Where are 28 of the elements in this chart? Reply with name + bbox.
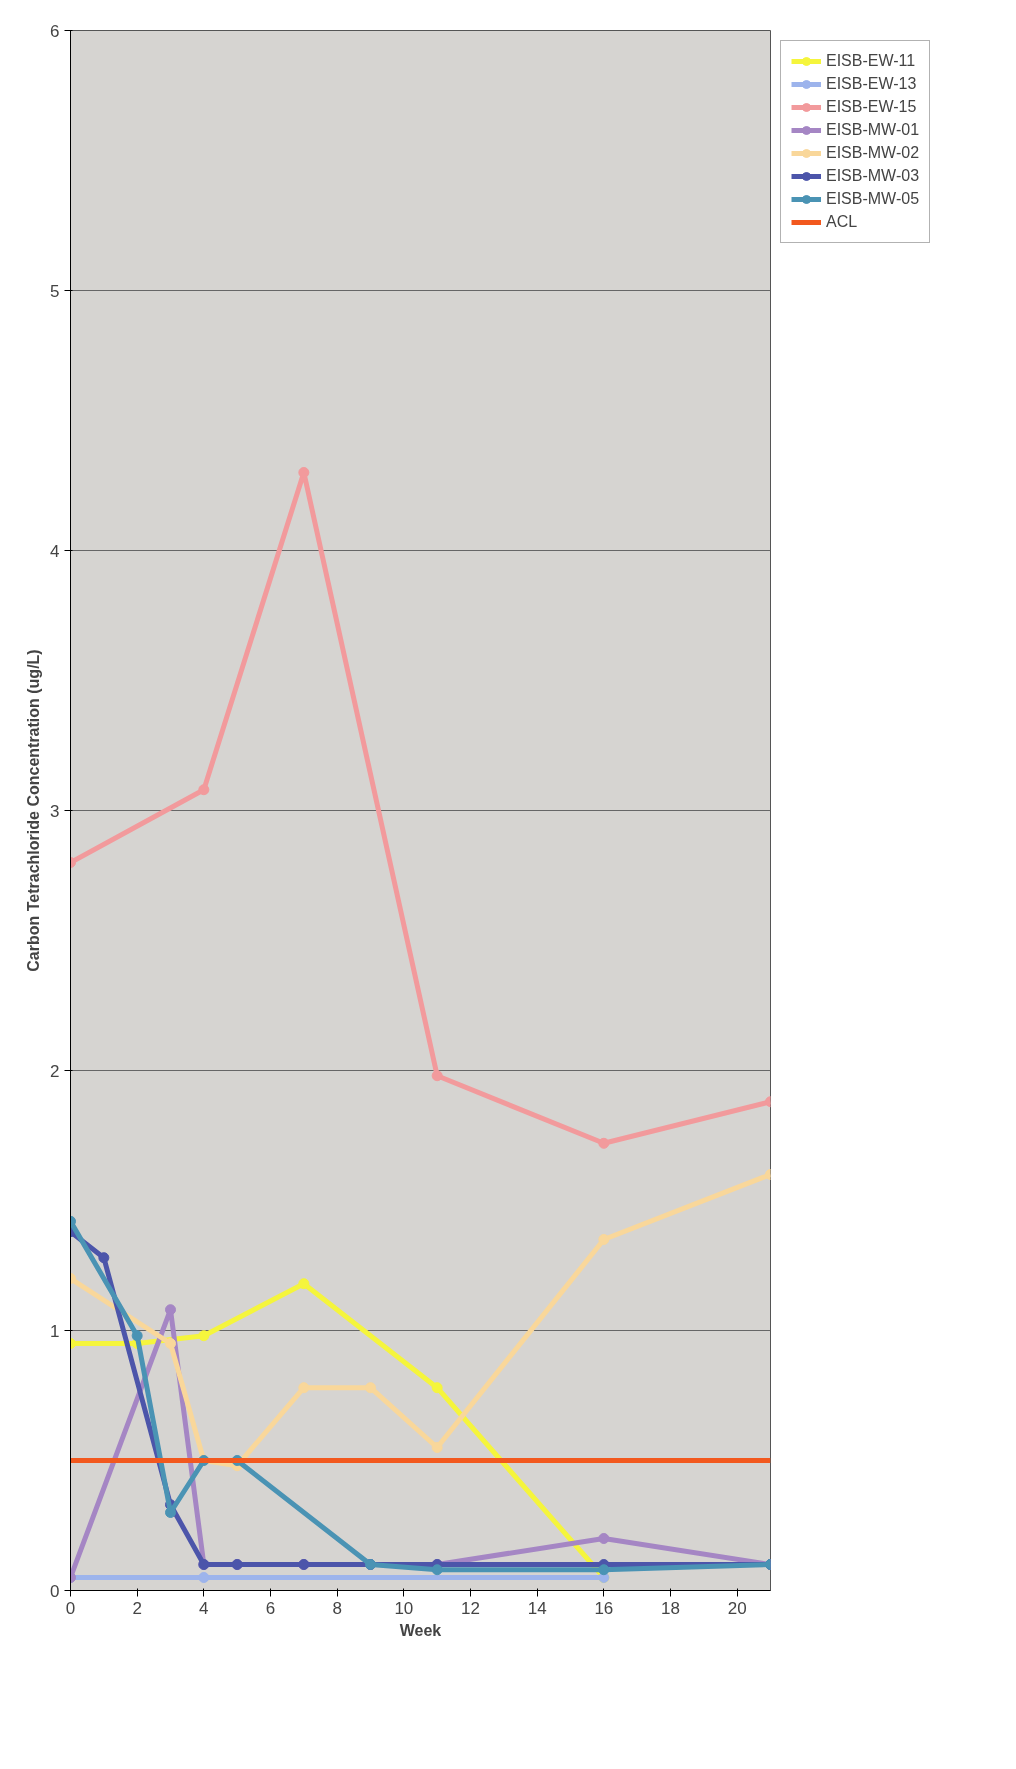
- x-tick-label: 10: [394, 1598, 414, 1618]
- legend-label: EISB-EW-11: [826, 52, 916, 70]
- x-tick-label: 18: [661, 1598, 680, 1618]
- y-tick-label: 0: [50, 1581, 60, 1601]
- legend-label: EISB-MW-02: [826, 144, 920, 162]
- y-tick-label: 4: [50, 541, 60, 561]
- legend-label: EISB-MW-01: [826, 121, 920, 139]
- x-axis-title: Week: [399, 1621, 442, 1639]
- x-tick-label: 20: [727, 1598, 747, 1618]
- legend-label: ACL: [826, 213, 858, 231]
- legend-label: EISB-EW-13: [826, 75, 917, 93]
- x-tick-label: 12: [461, 1598, 480, 1618]
- y-tick-label: 2: [50, 1061, 60, 1081]
- x-tick-label: 6: [265, 1598, 276, 1618]
- x-tick-label: 16: [594, 1598, 614, 1618]
- y-tick-label: 6: [50, 21, 60, 41]
- legend-label: EISB-MW-05: [826, 190, 920, 208]
- x-tick-label: 4: [199, 1598, 209, 1618]
- x-tick-label: 14: [527, 1598, 547, 1618]
- x-tick-label: 8: [332, 1598, 342, 1618]
- legend-label: EISB-MW-03: [826, 167, 920, 185]
- y-tick-label: 1: [50, 1321, 60, 1341]
- y-tick-label: 3: [50, 801, 60, 821]
- x-tick-label: 2: [132, 1598, 142, 1618]
- y-axis-title: Carbon Tetrachloride Concentration (ug/L): [25, 649, 43, 972]
- y-tick-label: 5: [50, 281, 60, 301]
- legend-label: EISB-EW-15: [826, 98, 917, 116]
- x-tick-label: 0: [65, 1598, 76, 1618]
